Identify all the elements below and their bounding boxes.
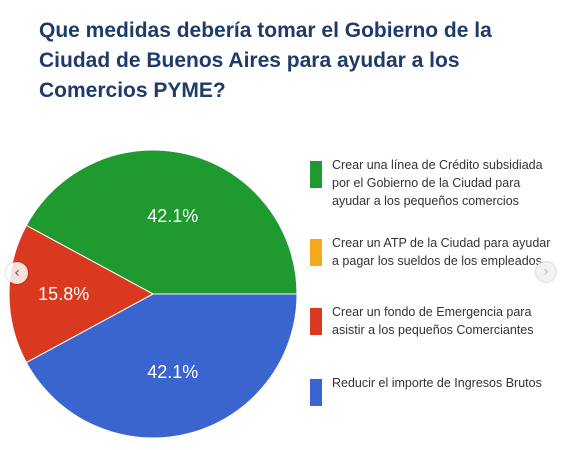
chevron-left-icon: ‹ <box>14 265 20 281</box>
legend-item: Crear un ATP de la Ciudad para ayudar a … <box>310 234 560 270</box>
chart-title: Que medidas debería tomar el Gobierno de… <box>39 19 492 102</box>
slice-label: 42.1% <box>147 362 198 382</box>
chevron-right-icon: › <box>543 264 549 280</box>
pie-slice <box>25 293 298 439</box>
carousel-prev-button[interactable]: ‹ <box>6 262 28 284</box>
legend-swatch <box>310 379 322 406</box>
legend-label: Crear un ATP de la Ciudad para ayudar a … <box>332 236 551 268</box>
legend-item: Crear un fondo de Emergencia para asisti… <box>310 303 560 339</box>
carousel-next-button[interactable]: › <box>535 261 557 283</box>
legend-item: Crear una línea de Crédito subsidiada po… <box>310 156 560 210</box>
pie-slice <box>25 149 298 295</box>
legend-swatch <box>310 161 322 188</box>
pie-slice <box>8 224 155 364</box>
legend-swatch <box>310 239 322 266</box>
slice-label: 42.1% <box>147 206 198 226</box>
legend-item: Reducir el importe de Ingresos Brutos <box>310 374 560 406</box>
legend-label: Crear una línea de Crédito subsidiada po… <box>332 158 543 208</box>
slice-label: 15.8% <box>38 284 89 304</box>
legend-label: Reducir el importe de Ingresos Brutos <box>332 376 542 390</box>
legend-label: Crear un fondo de Emergencia para asisti… <box>332 305 534 337</box>
legend-swatch <box>310 308 322 335</box>
